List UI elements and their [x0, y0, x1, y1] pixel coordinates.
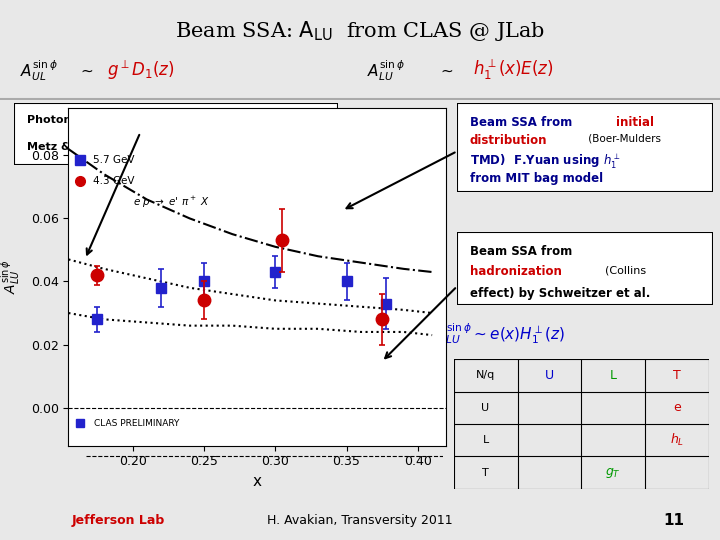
Text: $g^{\perp}D_1(z)$: $g^{\perp}D_1(z)$ — [107, 58, 174, 82]
Text: 11: 11 — [663, 512, 684, 528]
Text: effect) by Schweitzer et al.: effect) by Schweitzer et al. — [470, 287, 650, 300]
Text: L: L — [482, 435, 489, 445]
Text: CLAS PRELIMINARY: CLAS PRELIMINARY — [94, 419, 179, 428]
Text: U: U — [482, 403, 490, 413]
Text: from MIT bag model: from MIT bag model — [470, 172, 603, 185]
Text: Beam SSA from: Beam SSA from — [470, 245, 572, 258]
Text: Jefferson Lab: Jefferson Lab — [72, 514, 166, 526]
Text: initial: initial — [616, 116, 654, 129]
Text: e p $\rightarrow$ e' $\pi^+$ X: e p $\rightarrow$ e' $\pi^+$ X — [132, 195, 210, 210]
X-axis label: x: x — [253, 474, 262, 489]
Text: $g_T$: $g_T$ — [606, 465, 621, 480]
Text: distribution: distribution — [470, 134, 547, 147]
Text: T: T — [673, 369, 681, 382]
Text: Beam SSA from: Beam SSA from — [470, 116, 576, 129]
Text: L: L — [610, 369, 617, 382]
Text: $\sim$: $\sim$ — [78, 63, 94, 78]
Text: H. Avakian, Transversity 2011: H. Avakian, Transversity 2011 — [267, 514, 453, 526]
Text: TMD)  F.Yuan using $h_1^{\perp}$: TMD) F.Yuan using $h_1^{\perp}$ — [470, 152, 621, 171]
Text: (Boer-Mulders: (Boer-Mulders — [585, 134, 661, 144]
Text: Photon Sivers Effect Afanasev & Carlson,: Photon Sivers Effect Afanasev & Carlson, — [27, 115, 286, 125]
Text: $A_{LU}^{\sin\phi} \sim e(x)H_1^{\perp}(z)$: $A_{LU}^{\sin\phi} \sim e(x)H_1^{\perp}(… — [434, 321, 565, 346]
Text: hadronization: hadronization — [470, 265, 562, 278]
Text: T: T — [482, 468, 489, 477]
Text: 5.7 GeV: 5.7 GeV — [93, 155, 134, 165]
Text: Beam SSA: $\mathrm{A_{LU}}$  from CLAS @ JLab: Beam SSA: $\mathrm{A_{LU}}$ from CLAS @ … — [175, 19, 545, 43]
Text: U: U — [545, 369, 554, 382]
Text: $h_1^{\perp}(x)E(z)$: $h_1^{\perp}(x)E(z)$ — [473, 58, 554, 83]
FancyBboxPatch shape — [457, 103, 713, 192]
Text: Metz & Schlegel, Gamberg et al.: Metz & Schlegel, Gamberg et al. — [27, 143, 229, 152]
Text: $h_L$: $h_L$ — [670, 432, 685, 448]
Text: $\sim$: $\sim$ — [438, 63, 454, 78]
Text: e: e — [673, 401, 681, 414]
Text: $A_{UL}^{\sin\phi}$: $A_{UL}^{\sin\phi}$ — [20, 58, 58, 83]
Text: (Collins: (Collins — [598, 265, 646, 275]
Text: 4.3 GeV: 4.3 GeV — [93, 176, 134, 186]
FancyBboxPatch shape — [457, 232, 713, 305]
Y-axis label: $A_{LU}^{\sin\phi}$: $A_{LU}^{\sin\phi}$ — [0, 259, 23, 294]
Text: $A_{LU}^{\sin\phi}$: $A_{LU}^{\sin\phi}$ — [367, 58, 405, 83]
FancyBboxPatch shape — [14, 103, 338, 165]
Text: N/q: N/q — [476, 370, 495, 380]
